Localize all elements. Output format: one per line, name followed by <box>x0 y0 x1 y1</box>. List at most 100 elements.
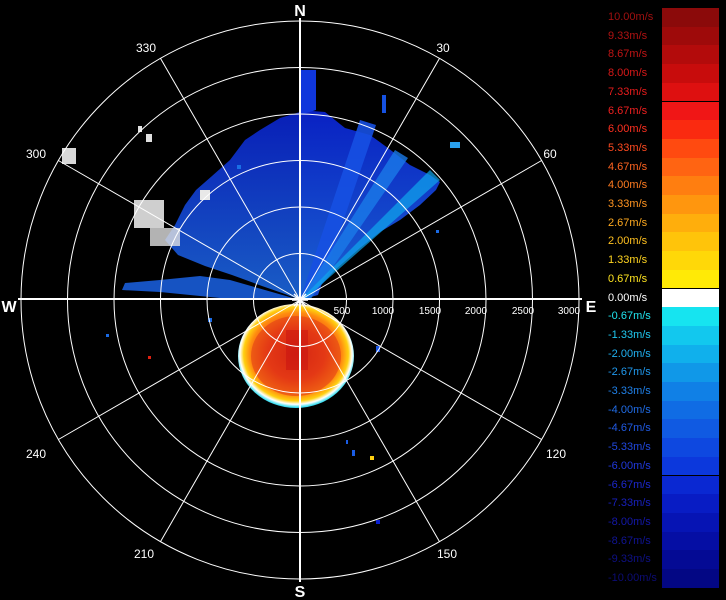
legend-row: -4.00m/s <box>604 400 726 420</box>
legend-label: -2.00m/s <box>608 347 651 360</box>
legend-swatch <box>662 512 719 532</box>
compass-north: N <box>294 3 306 20</box>
legend-label: 8.00m/s <box>608 67 648 80</box>
legend-label: 5.33m/s <box>608 141 648 154</box>
legend-row: -6.67m/s <box>604 475 726 495</box>
legend-row: 2.00m/s <box>604 232 726 252</box>
legend-row: 7.33m/s <box>604 82 726 102</box>
legend-swatch <box>662 213 719 233</box>
legend-label: 7.33m/s <box>608 85 648 98</box>
legend-swatch <box>662 45 719 65</box>
bearing-label-330: 330 <box>136 41 156 55</box>
legend-row: -9.33m/s <box>604 550 726 569</box>
legend-swatch <box>662 550 719 569</box>
legend-swatch <box>662 531 719 551</box>
radar-center-star <box>292 292 308 308</box>
legend-swatch <box>662 157 719 177</box>
legend-label: -10.00m/s <box>608 572 657 584</box>
range-label-1000: 1000 <box>372 306 395 317</box>
legend-row: 8.67m/s <box>604 45 726 65</box>
legend-row: -8.67m/s <box>604 531 726 551</box>
range-label-1500: 1500 <box>419 306 442 317</box>
legend-row: -2.00m/s <box>604 344 726 364</box>
legend-row: 2.67m/s <box>604 213 726 233</box>
bearing-spokes <box>58 58 542 542</box>
bearing-label-300: 300 <box>26 147 46 161</box>
legend-swatch <box>662 269 719 289</box>
approaching-flow-region <box>122 70 460 300</box>
legend-row: -1.33m/s <box>604 325 726 345</box>
legend-label: -6.00m/s <box>608 459 651 472</box>
legend-label: -3.33m/s <box>608 385 651 397</box>
legend-row: 9.33m/s <box>604 26 726 46</box>
legend-row: 0.00m/s <box>604 288 726 308</box>
bearing-label-120: 120 <box>546 447 566 461</box>
legend-swatch <box>662 569 719 588</box>
bearing-label-30: 30 <box>436 41 450 55</box>
legend-label: 0.00m/s <box>608 291 648 304</box>
legend-label: -0.67m/s <box>608 310 651 323</box>
compass-west: W <box>1 299 17 316</box>
legend-row: 6.67m/s <box>604 101 726 121</box>
legend-swatch <box>662 120 719 139</box>
bearing-label-210: 210 <box>134 547 154 561</box>
legend-label: 6.00m/s <box>608 123 648 136</box>
legend-row: 8.00m/s <box>604 64 726 83</box>
legend-label: 4.00m/s <box>608 179 648 192</box>
range-label-2500: 2500 <box>512 306 535 317</box>
velocity-color-legend: 10.00m/s 9.33m/s 8.67m/s 8.00m/s 7.33m/s 6.67… <box>604 8 726 592</box>
legend-row: 4.67m/s <box>604 157 726 177</box>
legend-swatch <box>662 363 719 382</box>
legend-swatch <box>662 307 719 326</box>
legend-label: -6.67m/s <box>608 478 651 491</box>
range-label-3000: 3000 <box>558 306 581 317</box>
legend-swatch <box>662 400 719 420</box>
compass-east: E <box>586 299 597 316</box>
legend-swatch <box>662 101 719 121</box>
legend-label: -8.67m/s <box>608 534 651 547</box>
legend-row: -5.33m/s <box>604 438 726 457</box>
legend-swatch <box>662 8 719 27</box>
legend-label: 6.67m/s <box>608 104 648 117</box>
legend-label: -2.67m/s <box>608 366 651 379</box>
legend-label: 1.33m/s <box>608 254 648 267</box>
legend-swatch <box>662 288 719 308</box>
legend-row: -3.33m/s <box>604 382 726 401</box>
legend-label: 4.67m/s <box>608 160 648 173</box>
legend-row: 1.33m/s <box>604 251 726 270</box>
legend-swatch <box>662 325 719 345</box>
legend-swatch <box>662 176 719 195</box>
legend-row: 3.33m/s <box>604 195 726 214</box>
legend-label: 3.33m/s <box>608 198 648 210</box>
legend-row: -8.00m/s <box>604 512 726 532</box>
legend-swatch <box>662 138 719 158</box>
radar-plot[interactable]: N E S W 30 60 120 150 210 240 300 330 50… <box>0 0 600 600</box>
legend-row: -7.33m/s <box>604 494 726 513</box>
legend-row: 4.00m/s <box>604 176 726 195</box>
legend-label: -8.00m/s <box>608 515 651 528</box>
legend-label: 10.00m/s <box>608 11 654 23</box>
legend-row: 10.00m/s <box>604 8 726 27</box>
compass-south: S <box>295 584 306 600</box>
legend-swatch <box>662 438 719 457</box>
legend-label: -4.67m/s <box>608 422 651 435</box>
legend-label: -7.33m/s <box>608 497 651 510</box>
legend-swatch <box>662 494 719 513</box>
legend-label: 2.00m/s <box>608 235 648 248</box>
legend-swatch <box>662 195 719 214</box>
bearing-label-60: 60 <box>543 147 557 161</box>
range-label-2000: 2000 <box>465 306 488 317</box>
bearing-label-240: 240 <box>26 447 46 461</box>
legend-swatch <box>662 232 719 252</box>
legend-row: 5.33m/s <box>604 138 726 158</box>
legend-label: -9.33m/s <box>608 553 651 566</box>
legend-row: -2.67m/s <box>604 363 726 382</box>
legend-row: 6.00m/s <box>604 120 726 139</box>
legend-swatch <box>662 419 719 439</box>
legend-label: 8.67m/s <box>608 48 648 61</box>
legend-row: -6.00m/s <box>604 456 726 476</box>
legend-row: -4.67m/s <box>604 419 726 439</box>
legend-row: -0.67m/s <box>604 307 726 326</box>
legend-label: 0.67m/s <box>608 272 648 285</box>
legend-swatch <box>662 82 719 102</box>
